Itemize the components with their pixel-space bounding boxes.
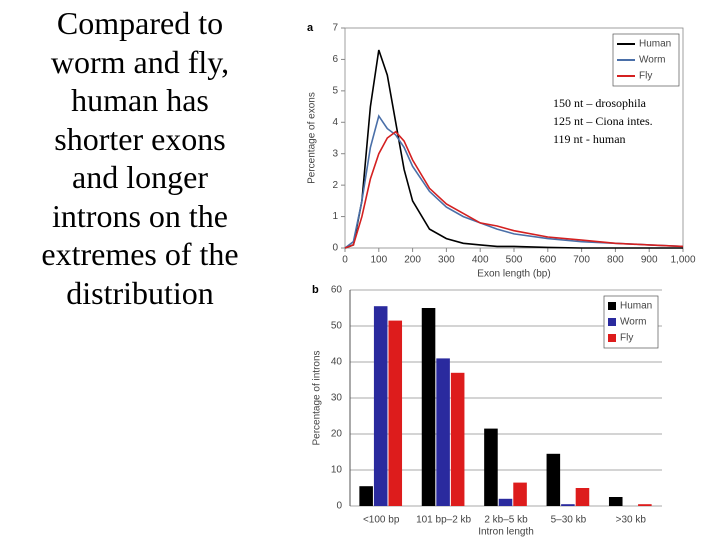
x-tick-label: 101 bp–2 kb	[416, 515, 471, 526]
legend-label: Fly	[639, 71, 652, 82]
series-line	[344, 49, 683, 249]
x-tick-label: 1,000	[670, 255, 695, 266]
slide-text-line: shorter exons	[54, 120, 226, 157]
y-tick-label: 30	[331, 393, 343, 404]
x-tick-label: 900	[641, 255, 658, 266]
x-tick-label: 0	[342, 255, 348, 266]
series-line	[344, 130, 684, 249]
y-tick-label: 7	[332, 23, 338, 34]
y-tick-label: 1	[332, 211, 338, 222]
x-tick-label: 700	[573, 255, 590, 266]
bar	[388, 320, 403, 506]
slide-text-line: extremes of the	[41, 236, 239, 272]
bar	[513, 482, 527, 506]
x-tick-label: 500	[506, 255, 523, 266]
bar	[638, 504, 652, 506]
annotation: 150 nt – drosophila	[553, 96, 647, 110]
slide-text: Compared to worm and fly, human has shorter…	[0, 4, 280, 312]
x-axis-label: Intron length	[478, 527, 534, 538]
slide-text-line: human has	[71, 82, 209, 118]
x-tick-label: 5–30 kb	[551, 515, 587, 526]
bar	[484, 428, 498, 506]
slide-text-line: Compared to	[56, 5, 224, 41]
bar	[421, 308, 436, 506]
bar	[436, 358, 450, 506]
x-tick-label: 2 kb–5 kb	[484, 515, 528, 526]
y-tick-label: 10	[331, 465, 343, 476]
y-tick-label: 20	[331, 429, 343, 440]
bar	[561, 504, 575, 506]
x-tick-label: >30 kb	[616, 515, 647, 526]
legend-label: Fly	[620, 333, 633, 344]
slide-text-line: worm and fly,	[50, 43, 230, 80]
bar	[546, 453, 561, 506]
x-tick-label: <100 bp	[363, 515, 400, 526]
y-tick-label: 0	[332, 243, 338, 254]
x-tick-label: 400	[472, 255, 489, 266]
bar	[359, 486, 373, 506]
x-tick-label: 800	[607, 255, 624, 266]
y-tick-label: 60	[331, 285, 343, 296]
y-tick-label: 6	[332, 54, 338, 65]
y-tick-label: 0	[336, 501, 342, 512]
annotation: 125 nt – Ciona intes.	[553, 114, 653, 128]
legend-swatch	[608, 334, 616, 342]
legend-label: Human	[639, 39, 671, 50]
x-tick-label: 600	[539, 255, 556, 266]
bar	[450, 372, 465, 506]
slide-text-line: distribution	[66, 274, 214, 311]
legend-swatch	[608, 302, 616, 310]
series-line	[344, 114, 684, 249]
legend-label: Human	[620, 301, 652, 312]
x-tick-label: 100	[370, 255, 387, 266]
y-tick-label: 3	[332, 148, 338, 159]
bar	[575, 488, 590, 506]
y-axis-label: Percentage of exons	[307, 92, 318, 184]
annotation: 119 nt - human	[553, 132, 626, 146]
y-tick-label: 50	[331, 321, 343, 332]
y-tick-label: 40	[331, 357, 343, 368]
bar	[608, 497, 623, 506]
legend-swatch	[608, 318, 616, 326]
y-tick-label: 4	[332, 117, 338, 128]
bar	[498, 498, 513, 506]
slide-text-line: introns on the	[52, 197, 228, 234]
legend-label: Worm	[639, 55, 665, 66]
slide-text-line: and longer	[72, 159, 208, 195]
y-tick-label: 5	[332, 85, 338, 96]
y-axis-label: Percentage of introns	[312, 350, 323, 445]
x-tick-label: 300	[438, 255, 455, 266]
x-tick-label: 200	[404, 255, 421, 266]
x-axis-label: Exon length (bp)	[477, 269, 550, 280]
panel-label: b	[312, 284, 319, 296]
panel-label: a	[307, 22, 314, 34]
legend-label: Worm	[620, 317, 646, 328]
bar	[373, 306, 388, 506]
y-tick-label: 2	[332, 180, 338, 191]
